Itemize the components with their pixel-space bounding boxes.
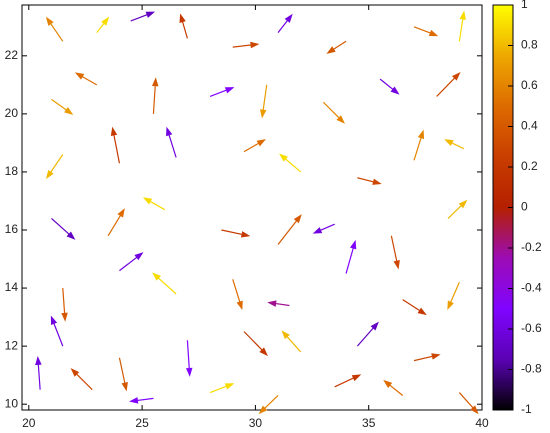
colorbar-tick-label: -0.2 [521,240,542,254]
y-tick-label: 18 [5,164,19,178]
arrow [281,330,302,353]
arrow [110,126,121,164]
arrow [209,87,235,98]
arrow [458,392,479,415]
colorbar-tick-label: 0 [521,200,528,214]
colorbar-tick-label: 1 [521,0,528,11]
colorbar-tick-label: 0.8 [521,38,538,52]
arrow [258,395,279,415]
arrow [447,199,468,219]
arrow [179,13,188,39]
arrow [243,331,268,357]
arrow [70,368,93,391]
arrow [118,357,128,392]
arrow [51,217,76,240]
arrow [334,374,362,388]
arrow [444,139,465,150]
arrow [447,282,460,310]
colorbar-tick-label: -1 [521,402,532,416]
y-tick-label: 20 [5,106,19,120]
arrow [152,272,177,295]
x-tick-label: 40 [475,416,489,430]
arrow [166,126,177,158]
y-tick-label: 14 [5,280,19,294]
arrow [232,41,260,49]
arrow [130,11,156,22]
x-tick-label: 35 [362,416,376,430]
arrow [45,154,64,180]
arrow [243,139,266,153]
arrow [45,16,64,42]
x-tick-label: 20 [22,416,36,430]
arrow [51,98,74,115]
arrow [96,16,110,33]
arrow [413,129,425,161]
arrow [259,84,268,119]
arrow [151,77,159,114]
arrow [278,153,302,173]
arrow [390,235,400,270]
arrow [356,321,379,347]
arrow [107,208,125,237]
arrow [142,197,166,211]
arrow [357,177,382,185]
y-tick-label: 22 [5,48,19,62]
colorbar-tick-label: 0.2 [521,159,538,173]
arrow [129,397,154,404]
arrow [61,288,68,322]
y-tick-label: 12 [5,338,19,352]
colorbar-tick-label: -0.4 [521,281,542,295]
arrow [436,71,461,97]
x-tick-label: 25 [135,416,149,430]
colorbar-tick-label: -0.8 [521,362,542,376]
arrow [185,340,193,377]
arrow [383,379,404,396]
arrow [119,252,144,272]
arrow [267,300,290,307]
arrow [209,383,235,394]
arrow [458,10,466,42]
plot-frame [21,4,483,411]
colorbar-tick-label: 0.4 [521,119,538,133]
arrow [232,279,243,311]
arrow [402,299,427,316]
arrow [312,223,335,234]
arrow [277,214,302,245]
colorbar-tick-label: 0.6 [521,78,538,92]
arrow [35,355,42,390]
arrow [277,13,293,33]
colorbar-tick-label: -0.6 [521,321,542,335]
arrow [221,229,251,238]
arrow [413,353,441,362]
arrow [413,26,439,37]
arrow [326,40,347,54]
arrow [379,78,400,95]
y-tick-label: 10 [5,396,19,410]
arrow [345,239,357,274]
arrow [322,101,346,124]
arrow [50,315,64,347]
x-tick-label: 30 [249,416,263,430]
y-tick-label: 16 [5,222,19,236]
arrow [74,72,98,86]
